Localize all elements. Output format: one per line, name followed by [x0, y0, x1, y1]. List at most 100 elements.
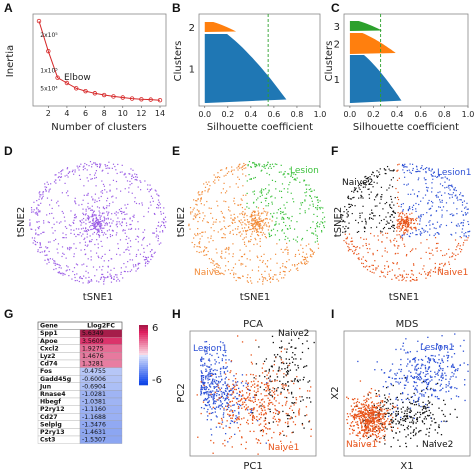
panel-label-c: C [331, 1, 340, 15]
tsne-point [139, 262, 141, 265]
tsne-point [466, 239, 468, 241]
table-gene-name: Cd27 [40, 414, 58, 421]
tsne-point [413, 279, 415, 281]
tsne-point [449, 184, 451, 187]
tsne-point [269, 165, 271, 168]
tsne-point [62, 237, 64, 239]
tsne-point [280, 171, 282, 173]
pca-point [281, 346, 283, 348]
tsne-point [318, 226, 320, 228]
tsne-point [283, 173, 285, 175]
pca-point [206, 393, 208, 395]
pca-point [224, 445, 226, 447]
tsne-point [276, 262, 278, 264]
tsne-point [249, 228, 251, 231]
pca-point [226, 420, 228, 422]
mds-point [444, 372, 446, 374]
pca-point [255, 378, 257, 380]
pca-point [291, 409, 294, 411]
tsne-point [215, 218, 217, 221]
tsne-point [157, 207, 159, 209]
tsne-point [309, 195, 312, 197]
mds-point [395, 415, 397, 417]
pca-point [283, 384, 285, 386]
mds-point [370, 422, 372, 424]
mds-point [351, 428, 354, 431]
mds-point [380, 410, 382, 412]
mds-point [397, 412, 399, 415]
tsne-point [150, 258, 152, 261]
mds-point [381, 408, 383, 410]
tsne-point [374, 215, 376, 217]
tsne-point [403, 270, 405, 272]
pca-point [233, 397, 235, 399]
mds-point [438, 398, 440, 400]
mds-point [424, 375, 426, 377]
tsne-point [347, 210, 349, 213]
pca-point [300, 358, 302, 360]
tsne-point [242, 173, 244, 175]
tsne-point [130, 168, 132, 170]
pca-point [266, 394, 268, 397]
tsne-point [208, 258, 210, 260]
tsne-point [413, 222, 416, 224]
tsne-point [397, 245, 399, 247]
pca-point [276, 410, 279, 412]
tsne-point [225, 168, 227, 170]
tsne-point [295, 179, 297, 181]
tsne-point [317, 221, 319, 223]
tsne-point [415, 202, 417, 205]
mds-point [403, 349, 405, 351]
tsne-point [62, 252, 64, 254]
mds-point [427, 368, 429, 370]
tsne-point [71, 278, 73, 280]
tsne-point [262, 260, 264, 262]
pca-point [276, 410, 278, 412]
pca-point [295, 369, 298, 371]
pca-point [279, 370, 281, 372]
tsne-point [143, 251, 145, 253]
tsne-point [223, 200, 225, 202]
pca-point [238, 387, 240, 390]
tsne-point [290, 174, 292, 176]
pca-point [251, 400, 253, 402]
tsne-point [60, 170, 62, 173]
mds-point [389, 403, 392, 405]
mds-point [448, 381, 450, 383]
tsne-point [362, 266, 365, 268]
mds-point [403, 387, 406, 389]
tsne-point [316, 196, 318, 199]
mds-point [440, 368, 442, 370]
pca-point [202, 386, 204, 389]
mds-point [405, 352, 407, 354]
tsne-point [134, 179, 136, 181]
mds-point [399, 381, 402, 384]
mds-point [402, 418, 404, 420]
pca-point [251, 422, 254, 424]
tsne-point [122, 229, 125, 231]
tsne-point [281, 229, 284, 231]
tsne-point [310, 249, 312, 251]
mds-point [427, 336, 429, 339]
tsne-point [95, 221, 97, 224]
tsne-point [194, 233, 196, 235]
tsne-point [348, 243, 350, 245]
tsne-point [364, 186, 366, 188]
tsne-point [39, 243, 41, 245]
mds-point [376, 430, 378, 432]
tsne-point [158, 243, 160, 245]
pca-point [236, 392, 238, 395]
tsne-point [203, 204, 205, 206]
mds-point [378, 431, 381, 433]
tsne-point [118, 280, 121, 282]
panel-h-ylabel: PC2 [176, 383, 187, 402]
pca-point [308, 380, 311, 382]
mds-point [402, 392, 404, 395]
tsne-point [322, 222, 324, 224]
tsne-point [53, 268, 55, 271]
tsne-point [54, 174, 56, 176]
pca-point [285, 402, 287, 404]
mds-point [377, 419, 379, 421]
tsne-point [97, 219, 99, 221]
tsne-point [374, 260, 376, 262]
